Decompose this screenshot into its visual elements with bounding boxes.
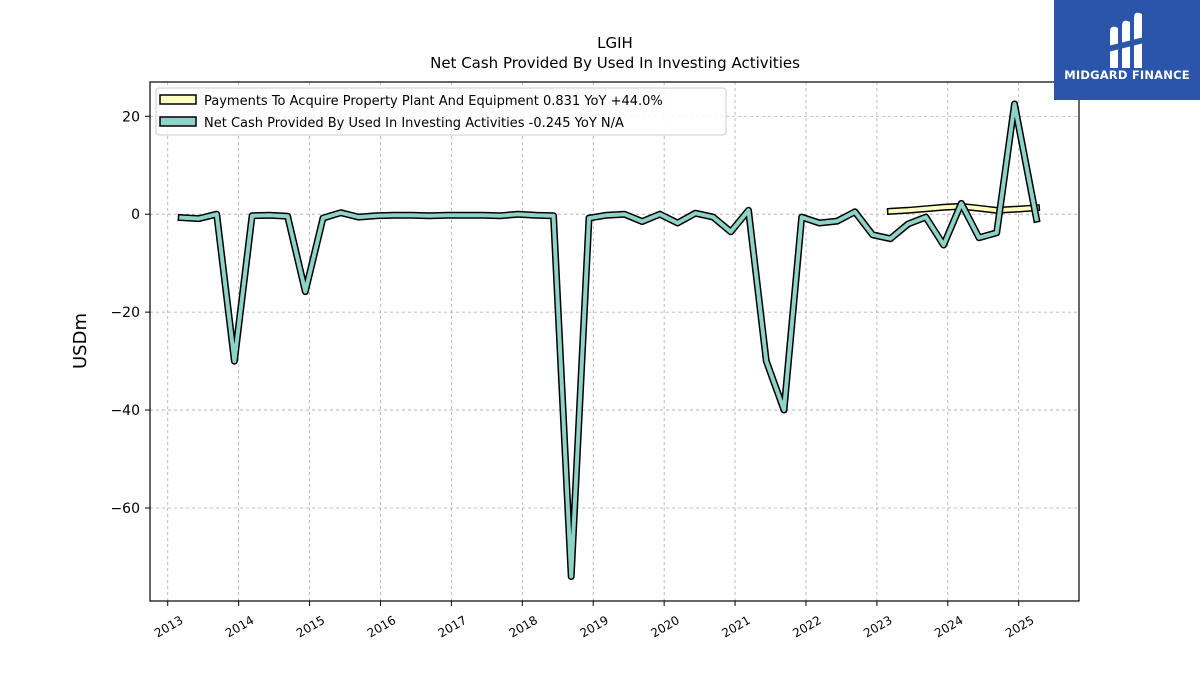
x-tick-label: 2024 <box>932 613 965 640</box>
plot-frame <box>149 81 1080 602</box>
x-tick-label: 2014 <box>223 613 256 640</box>
x-tick-label: 2013 <box>152 613 185 640</box>
y-tick-label: 20 <box>122 109 140 125</box>
y-axis-label: USDm <box>70 313 91 369</box>
x-tick-label: 2023 <box>861 613 894 640</box>
y-tick-label: −20 <box>110 305 140 321</box>
x-tick-label: 2021 <box>719 613 752 640</box>
legend-swatch <box>159 94 197 105</box>
y-tick-label: 0 <box>131 207 140 223</box>
x-tick-label: 2016 <box>365 613 398 640</box>
midgard-finance-logo: MIDGARD FINANCE <box>1054 0 1200 100</box>
chart-subtitle: Net Cash Provided By Used In Investing A… <box>430 54 800 72</box>
chart-title: LGIH <box>597 34 633 52</box>
grid <box>150 82 1079 601</box>
legend-entry: Payments To Acquire Property Plant And E… <box>204 94 663 109</box>
y-tick-label: −60 <box>110 501 140 517</box>
logo-text: MIDGARD FINANCE <box>1064 68 1190 82</box>
x-tick-label: 2020 <box>648 613 681 640</box>
series-line-1 <box>179 102 1039 579</box>
x-tick-label: 2015 <box>294 613 327 640</box>
x-tick-label: 2017 <box>436 613 469 640</box>
x-tick-label: 2018 <box>507 613 540 640</box>
legend-box <box>155 87 727 136</box>
midgard-logo-icon <box>1108 12 1148 69</box>
series-lines <box>177 100 1041 580</box>
x-tick-label: 2019 <box>577 613 610 640</box>
legend: Payments To Acquire Property Plant And E… <box>155 87 727 136</box>
x-tick-label: 2022 <box>790 613 823 640</box>
legend-entry: Net Cash Provided By Used In Investing A… <box>204 116 624 131</box>
y-tick-label: −40 <box>110 403 140 419</box>
x-tick-label: 2025 <box>1003 613 1036 640</box>
legend-swatch <box>159 116 197 127</box>
